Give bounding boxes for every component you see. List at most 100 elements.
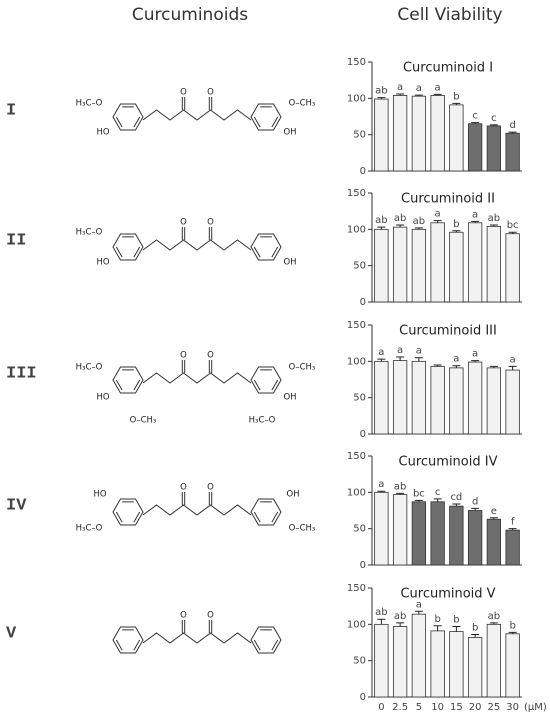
x-tick-label: 20 [469,702,482,713]
y-tick-label: 0 [360,560,366,571]
y-tick-label: 100 [347,224,366,235]
double-bond [133,639,141,651]
bar [505,529,520,566]
benzene-ring [112,366,144,394]
error-bar [452,102,461,105]
bar [374,228,389,303]
chain [142,632,252,644]
x-tick-label: 25 [488,702,501,713]
error-bar [377,226,386,230]
significance-letter: a [453,354,459,365]
y-tick-label: 100 [347,487,366,498]
bar [374,98,389,172]
benzene-ring [250,498,282,526]
bar [430,366,445,435]
error-bar [396,93,405,96]
significance-letter: ab [394,213,406,224]
error-bar [508,131,517,134]
atom-label: O–CH₃ [130,416,157,426]
x-unit: (μM) [524,702,547,713]
error-bar [433,625,442,631]
significance-letter: bc [507,220,519,231]
bar [392,626,408,698]
error-bar [414,227,423,230]
atom-label: H₃C–O [76,99,103,109]
chart-title: Curcuminoid I [403,61,493,76]
error-bar [414,94,423,97]
bar [430,501,445,566]
double-bond [133,379,141,391]
significance-letter: b [434,614,440,625]
double-bond [115,246,123,258]
error-bar [508,528,517,531]
bar [505,633,520,698]
significance-letter: a [435,82,441,93]
y-tick-label: 150 [347,451,366,462]
error-bar [471,634,480,638]
significance-letter: b [453,615,459,626]
double-bond [115,511,123,523]
atom-label: O [180,483,187,493]
compound-label: II [6,231,26,250]
atom-label: OH [283,258,296,268]
double-bond [271,246,279,258]
bar [505,369,520,435]
x-tick-label: 0 [378,702,384,713]
bar [449,104,464,172]
chart-title: Curcuminoid III [399,324,497,339]
atom-label: HO [96,393,109,403]
benzene-ring [112,103,144,131]
atom-label: O [180,611,187,621]
significance-letter: a [378,347,384,358]
atom-label: O [207,611,214,621]
bar [392,95,408,172]
significance-letter: f [511,517,515,528]
significance-letter: a [397,82,403,93]
double-bond [133,511,141,523]
error-bar [471,122,480,124]
y-tick-label: 0 [360,166,366,177]
double-bond [253,639,261,651]
error-bar [471,360,480,363]
chart-title: Curcuminoid V [400,587,495,602]
significance-letter: ab [488,213,500,224]
significance-letter: a [416,83,422,94]
error-bar [396,492,405,495]
significance-letter: d [509,120,515,131]
error-bar [508,231,517,234]
atom-label: O [180,218,187,228]
double-bond [253,379,261,391]
bar [486,367,502,435]
bar [449,367,464,435]
atom-label: HO [96,258,109,268]
bar [374,491,389,566]
significance-letter: c [472,111,478,122]
double-bond [115,116,123,128]
significance-letter: b [509,620,515,631]
atom-label: OH [283,393,296,403]
bar [430,630,445,698]
bar [467,361,483,435]
bar [411,228,427,303]
double-bond [271,116,279,128]
error-bar [489,517,498,520]
chain [142,239,252,251]
x-tick-label: 5 [416,702,422,713]
x-tick-label: 15 [450,702,463,713]
bar [486,125,502,172]
bar [430,222,445,303]
atom-label: O [207,218,214,228]
double-bond [133,116,141,128]
bar [430,95,445,172]
significance-letter: a [472,349,478,360]
error-bar [489,124,498,126]
benzene-ring [112,626,144,654]
bar [449,505,464,566]
atom-label: H₃C–O [76,524,103,534]
error-bar [377,97,386,100]
double-bond [115,379,123,391]
error-bar [414,610,423,615]
header: Curcuminoids [132,5,248,25]
y-tick-label: 100 [347,93,366,104]
error-bar [377,618,386,625]
